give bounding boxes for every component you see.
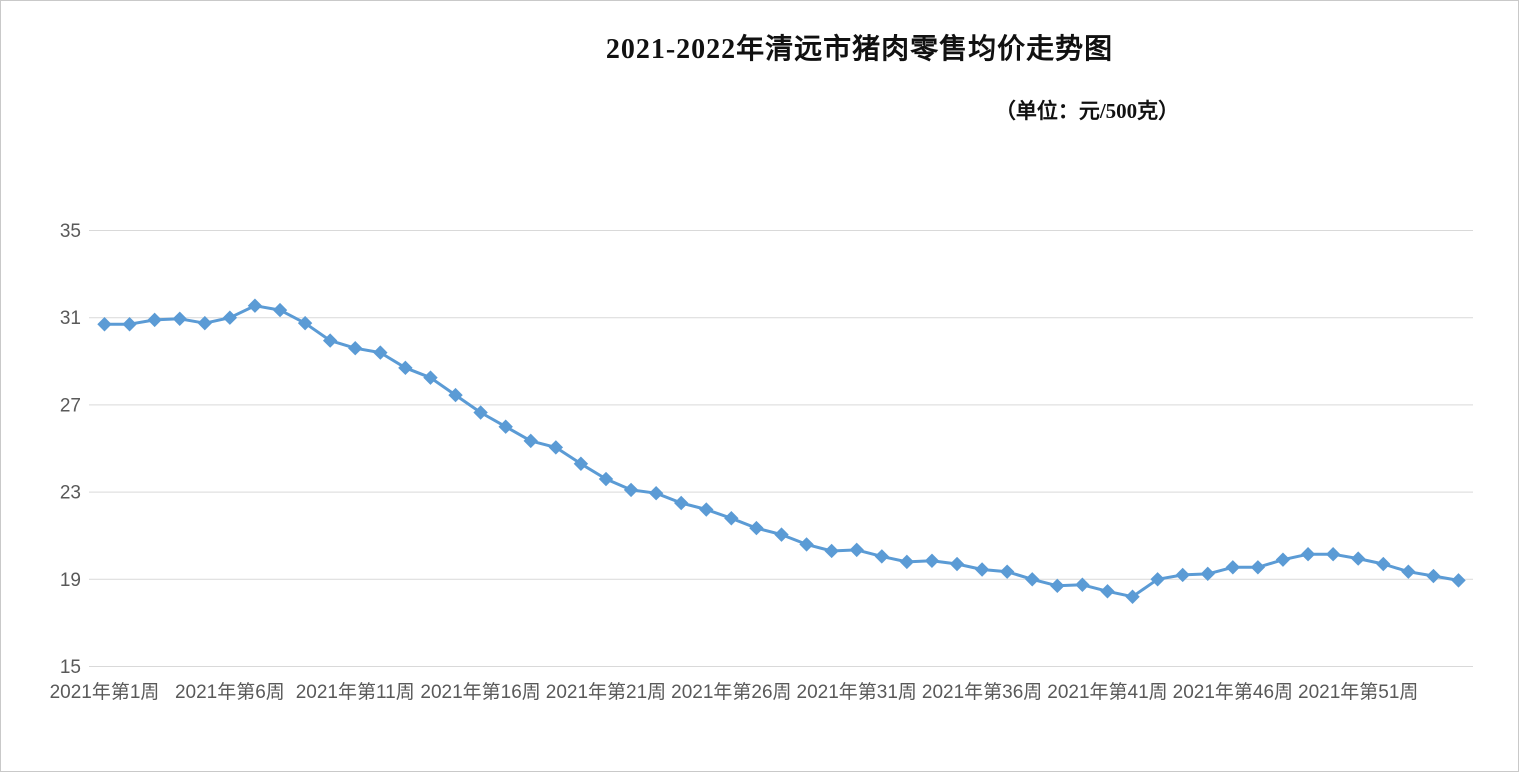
data-point-marker: [1150, 572, 1165, 587]
data-point-marker: [824, 543, 839, 559]
y-tick-label: 35: [60, 221, 81, 242]
data-point-marker: [1075, 577, 1090, 592]
data-point-marker: [348, 341, 363, 356]
data-point-marker: [1200, 566, 1215, 582]
data-point-marker: [1050, 578, 1065, 594]
data-point-marker: [297, 315, 313, 331]
data-point-marker: [373, 345, 388, 360]
y-tick-label: 23: [60, 483, 81, 504]
data-point-marker: [1350, 551, 1366, 566]
data-point-marker: [1025, 572, 1040, 587]
data-point-marker: [598, 471, 614, 487]
data-point-marker: [849, 542, 864, 558]
data-point-marker: [623, 482, 639, 498]
y-tick-label: 27: [60, 395, 81, 416]
x-tick-label: 2021年第46周: [1173, 681, 1293, 703]
data-point-marker: [1250, 560, 1266, 575]
x-tick-label: 2021年第51周: [1298, 681, 1418, 703]
y-tick-label: 19: [60, 570, 81, 591]
data-point-marker: [222, 310, 238, 325]
chart-title: 2021-2022年清远市猪肉零售均价走势图: [605, 34, 1114, 65]
data-point-marker: [1175, 567, 1190, 583]
data-point-marker: [448, 387, 463, 403]
data-point-marker: [1125, 589, 1140, 604]
data-point-marker: [1401, 564, 1416, 579]
data-point-marker: [1275, 552, 1291, 567]
data-point-marker: [122, 317, 137, 332]
data-point-marker: [398, 360, 413, 376]
data-point-marker: [523, 433, 538, 449]
data-point-marker: [974, 562, 990, 577]
data-point-marker: [774, 527, 789, 542]
y-tick-label: 31: [60, 308, 81, 329]
data-point-marker: [749, 520, 764, 536]
data-point-marker: [874, 549, 890, 564]
data-point-marker: [1376, 556, 1391, 572]
data-point-marker: [573, 456, 589, 471]
x-tick-label: 2021年第26周: [671, 681, 791, 703]
data-point-marker: [498, 419, 513, 434]
data-point-marker: [548, 440, 564, 455]
data-point-marker: [1225, 560, 1241, 575]
data-point-marker: [899, 554, 915, 570]
x-tick-label: 2021年第1周: [50, 681, 160, 703]
data-point-marker: [172, 311, 187, 326]
data-point-marker: [949, 556, 965, 572]
data-point-marker: [1300, 547, 1316, 562]
data-point-marker: [799, 537, 814, 552]
data-point-marker: [423, 370, 438, 385]
y-tick-label: 15: [60, 657, 81, 678]
x-tick-label: 2021年第6周: [175, 681, 285, 703]
x-tick-label: 2021年第41周: [1047, 681, 1167, 703]
data-point-marker: [197, 315, 213, 331]
price-line: [103, 304, 1460, 599]
x-tick-label: 2021年第21周: [546, 681, 666, 703]
data-point-marker: [247, 298, 263, 313]
x-tick-label: 2021年第31周: [797, 681, 917, 703]
data-point-marker: [924, 553, 940, 568]
data-point-marker: [147, 312, 162, 328]
data-point-marker: [272, 302, 288, 318]
data-point-marker: [473, 405, 488, 420]
data-point-marker: [97, 317, 112, 332]
x-tick-label: 2021年第16周: [420, 681, 540, 703]
x-tick-label: 2021年第11周: [296, 681, 415, 703]
data-point-marker: [648, 485, 664, 501]
data-point-marker: [1325, 547, 1341, 562]
x-tick-label: 2021年第36周: [922, 681, 1042, 703]
data-point-marker: [724, 511, 739, 526]
data-point-marker: [699, 502, 714, 517]
data-point-marker: [1100, 584, 1115, 599]
data-point-marker: [1451, 573, 1466, 588]
data-point-marker: [1426, 568, 1441, 584]
data-point-marker: [322, 333, 338, 348]
data-point-marker: [999, 564, 1015, 579]
data-point-marker: [673, 495, 689, 511]
chart-unit-label: （单位：元/500克）: [994, 99, 1180, 123]
